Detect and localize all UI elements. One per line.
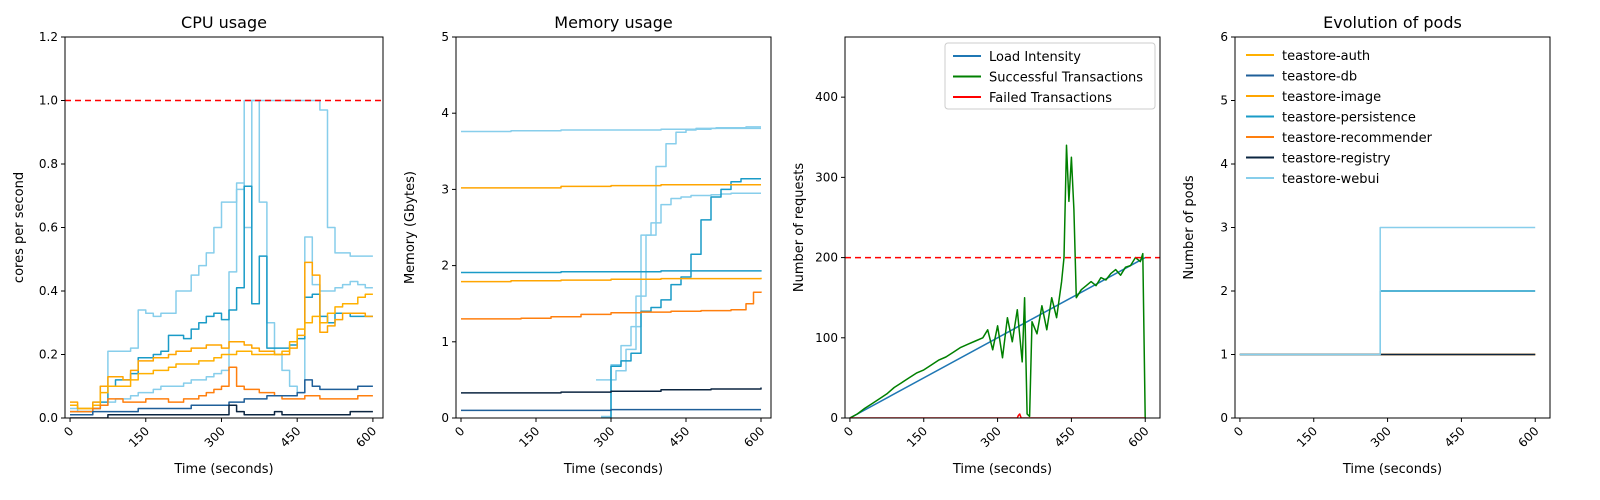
y-tick-label: 200 xyxy=(815,251,838,265)
y-tick-label: 4 xyxy=(441,106,449,120)
axes-frame xyxy=(455,36,772,419)
y-tick-label: 3 xyxy=(1220,221,1228,235)
series-line-7 xyxy=(70,379,373,416)
chart-panel-4: 0 1 2 3 4 5 6 0 150 300 450 600 Evolution of pods Tim… xyxy=(1182,13,1551,477)
y-axis-label: cores per second xyxy=(12,172,27,283)
y-tick-label: 0 xyxy=(1220,411,1228,425)
axes-frame xyxy=(844,36,1161,419)
series-line-4 xyxy=(1239,290,1536,356)
y-tick-label: 400 xyxy=(815,90,838,104)
x-tick-label: 300 xyxy=(202,424,228,450)
chart-title: Memory usage xyxy=(554,13,672,32)
legend-label: teastore-image xyxy=(1282,90,1381,105)
series-line-8 xyxy=(70,404,373,418)
y-tick-label: 0.2 xyxy=(39,348,58,362)
chart-panel-1: 0.0 0.2 0.4 0.6 0.8 1.0 1.2 0 150 300 450 600 CPU us… xyxy=(12,13,384,477)
y-tick-label: 0.6 xyxy=(39,221,58,235)
x-tick-label: 150 xyxy=(126,424,152,450)
x-tick-label: 300 xyxy=(1368,424,1394,450)
y-tick-label: 1 xyxy=(1220,348,1228,362)
series-line-5 xyxy=(461,270,762,274)
y-tick-label: 300 xyxy=(815,170,838,184)
legend-label: teastore-auth xyxy=(1282,49,1370,64)
chart-title: CPU usage xyxy=(181,13,267,32)
y-tick-label: 5 xyxy=(1220,94,1228,108)
plot-area xyxy=(461,126,762,418)
x-tick-label: 600 xyxy=(741,424,767,450)
series-line-1 xyxy=(849,256,1146,418)
series-line-7 xyxy=(461,277,762,283)
legend: teastore-auth teastore-db teastore-image te… xyxy=(1246,49,1433,187)
x-axis-label: Time (seconds) xyxy=(1342,462,1442,477)
y-axis-label: Number of pods xyxy=(1182,175,1197,279)
y-tick-label: 2 xyxy=(1220,284,1228,298)
series-line-5 xyxy=(70,293,373,410)
y-tick-label: 4 xyxy=(1220,157,1228,171)
x-tick-label: 600 xyxy=(1126,424,1152,450)
y-tick-label: 0 xyxy=(441,411,449,425)
x-axis-label: Time (seconds) xyxy=(563,462,663,477)
chart-panel-3: 0 100 200 300 400 0 150 300 450 600 Time (seconds)… xyxy=(792,36,1161,477)
y-tick-label: 1.0 xyxy=(39,94,58,108)
series-line-1 xyxy=(70,99,373,410)
series-line-2 xyxy=(849,144,1146,418)
y-tick-label: 0.8 xyxy=(39,157,58,171)
series-line-6 xyxy=(70,366,373,413)
x-tick-label: 150 xyxy=(516,424,542,450)
y-tick-label: 5 xyxy=(441,30,449,44)
x-tick-label: 600 xyxy=(353,424,379,450)
y-tick-label: 6 xyxy=(1220,30,1228,44)
x-tick-label: 0 xyxy=(841,424,856,439)
x-tick-label: 150 xyxy=(1294,424,1320,450)
series-line-8 xyxy=(461,291,762,320)
y-tick-label: 1 xyxy=(441,335,449,349)
series-line-4 xyxy=(601,177,761,418)
x-tick-label: 450 xyxy=(1052,424,1078,450)
y-tick-label: 0 xyxy=(830,411,838,425)
x-tick-label: 300 xyxy=(978,424,1004,450)
y-tick-label: 2 xyxy=(441,259,449,273)
x-tick-label: 0 xyxy=(1231,424,1246,439)
series-line-2 xyxy=(596,126,761,381)
plot-area xyxy=(1239,226,1536,356)
legend-label: teastore-db xyxy=(1282,70,1357,85)
series-line-3 xyxy=(849,413,1146,418)
x-axis-label: Time (seconds) xyxy=(952,462,1052,477)
legend-label: Failed Transactions xyxy=(989,91,1112,106)
legend-label: teastore-persistence xyxy=(1282,111,1416,126)
x-tick-label: 600 xyxy=(1516,424,1542,450)
y-axis-label: Number of requests xyxy=(792,163,807,292)
x-tick-label: 0 xyxy=(452,424,467,439)
x-tick-label: 450 xyxy=(666,424,692,450)
legend-label: Load Intensity xyxy=(989,50,1081,65)
series-line-7 xyxy=(1239,226,1536,356)
plot-area xyxy=(845,144,1160,418)
x-tick-label: 150 xyxy=(904,424,930,450)
series-line-9 xyxy=(461,387,762,394)
y-tick-label: 0.0 xyxy=(39,411,58,425)
y-tick-label: 1.2 xyxy=(39,30,58,44)
legend-label: teastore-webui xyxy=(1282,172,1379,187)
x-axis-label: Time (seconds) xyxy=(173,462,273,477)
legend-label: Successful Transactions xyxy=(989,71,1143,86)
chart-title: Evolution of pods xyxy=(1323,13,1462,32)
legend: Load Intensity Successful Transactions Fai… xyxy=(944,42,1156,110)
x-tick-label: 450 xyxy=(1442,424,1468,450)
series-line-3 xyxy=(601,192,761,418)
y-tick-label: 100 xyxy=(815,331,838,345)
x-tick-label: 0 xyxy=(61,424,76,439)
series-line-6 xyxy=(461,184,761,189)
x-tick-label: 450 xyxy=(277,424,303,450)
y-axis-label: Memory (Gbytes) xyxy=(403,171,418,284)
legend-box xyxy=(944,42,1156,110)
series-line-10 xyxy=(461,408,761,412)
plot-area xyxy=(65,99,383,418)
y-tick-label: 0.4 xyxy=(39,284,58,298)
x-tick-label: 300 xyxy=(591,424,617,450)
y-tick-label: 3 xyxy=(441,182,449,196)
legend-label: teastore-recommender xyxy=(1282,131,1433,146)
legend-label: teastore-registry xyxy=(1282,152,1391,167)
